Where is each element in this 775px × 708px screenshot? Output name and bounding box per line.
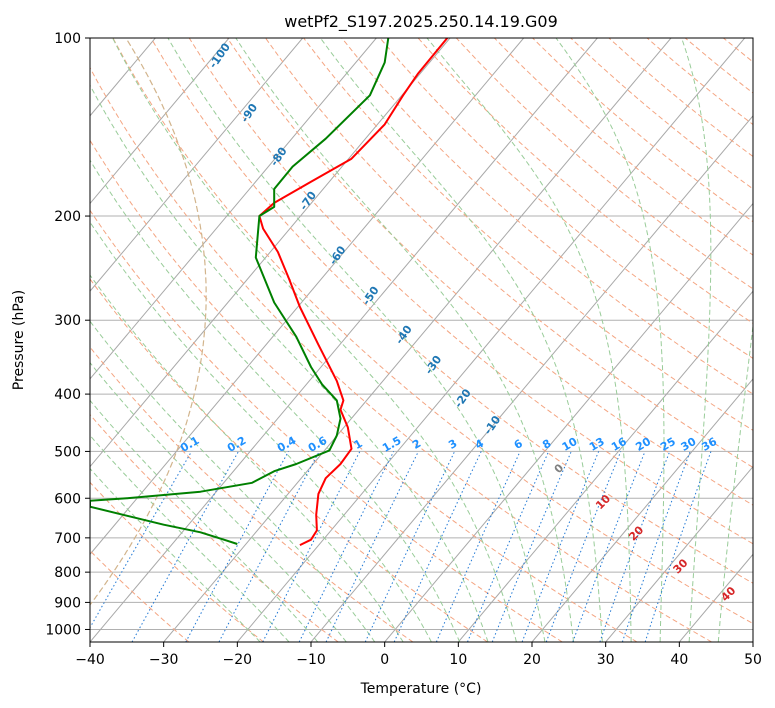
mixing-ratio-line xyxy=(644,451,712,642)
mixing-ratio-line xyxy=(491,451,572,642)
moist-adiabat-line xyxy=(90,274,404,642)
mixing-ratio-line xyxy=(621,451,691,642)
y-tick-label: 400 xyxy=(54,387,81,403)
chart-title: wetPf2_S197.2025.250.14.19.G09 xyxy=(284,12,558,32)
x-axis-label: Temperature (°C) xyxy=(360,681,482,697)
moist-adiabat-line xyxy=(319,38,603,642)
isotherm-line xyxy=(90,38,230,205)
moist-adiabat-line xyxy=(112,38,517,642)
mixing-ratio-line xyxy=(467,451,550,642)
y-tick-label: 100 xyxy=(54,31,81,47)
isotherm-line xyxy=(90,38,451,468)
moist-adiabat-line xyxy=(90,361,347,642)
x-tick-label: 50 xyxy=(744,652,762,668)
dry-adiabat-line xyxy=(90,278,488,642)
dry-adiabat-line xyxy=(188,38,753,545)
moist-adiabat-line xyxy=(681,38,712,642)
isotherm-line xyxy=(605,465,753,642)
dewpoint-profile xyxy=(90,38,390,545)
temperature-profile xyxy=(258,38,449,546)
mixing-ratio-line xyxy=(185,451,289,642)
moist-adiabat-line xyxy=(167,38,546,642)
moist-adiabat-line xyxy=(717,321,753,642)
isotherm-line xyxy=(90,38,525,556)
reference-curve xyxy=(90,38,207,606)
moist-adiabat-line xyxy=(90,320,376,642)
y-tick-label: 300 xyxy=(54,313,81,329)
x-tick-label: 0 xyxy=(380,652,389,668)
x-tick-label: −30 xyxy=(149,652,179,668)
x-tick-label: 30 xyxy=(597,652,615,668)
y-tick-label: 900 xyxy=(54,595,81,611)
y-axis-label: Pressure (hPa) xyxy=(11,290,27,390)
mixing-ratio-line xyxy=(521,451,600,642)
mixing-ratio-line xyxy=(131,451,239,642)
y-tick-label: 600 xyxy=(54,491,81,507)
y-tick-label: 800 xyxy=(54,565,81,581)
isotherm-line xyxy=(90,38,304,292)
x-tick-label: −10 xyxy=(296,652,326,668)
isotherm-line xyxy=(457,290,753,642)
moist-adiabat-line xyxy=(90,221,432,642)
dry-adiabat-line xyxy=(455,38,753,290)
mixing-ratio-line xyxy=(572,451,646,642)
dry-adiabat-line xyxy=(90,139,638,642)
plot-frame xyxy=(89,37,754,643)
moist-adiabat-line xyxy=(426,38,632,642)
y-tick-label: 700 xyxy=(54,531,81,547)
x-tick-label: 10 xyxy=(449,652,467,668)
dry-adiabat-line xyxy=(226,38,753,506)
isotherm-line xyxy=(236,38,746,642)
isotherm-line xyxy=(384,202,753,642)
dry-adiabat-line xyxy=(90,481,264,642)
mixing-ratio-line xyxy=(545,451,622,642)
mixing-ratio-line xyxy=(599,451,671,642)
moist-adiabat-line xyxy=(555,38,665,642)
mixing-ratio-line xyxy=(435,451,521,642)
dry-adiabat-line xyxy=(341,38,753,395)
mixing-ratio-line xyxy=(393,451,482,642)
moist-adiabat-line xyxy=(90,434,290,642)
dry-adiabat-line xyxy=(90,209,563,642)
x-tick-label: −40 xyxy=(75,652,105,668)
y-tick-label: 1000 xyxy=(45,622,81,638)
dry-adiabat-line xyxy=(150,38,753,584)
dry-adiabat-line xyxy=(90,413,339,642)
plot-area xyxy=(90,38,753,642)
isotherm-line xyxy=(163,38,672,642)
y-tick-label: 200 xyxy=(54,209,81,225)
moist-adiabat-line xyxy=(235,38,575,642)
moist-adiabat-line xyxy=(90,84,489,642)
mixing-ratio-line xyxy=(262,451,361,642)
y-axis: 100 200 300 400 500 600 700 800 900 1000 xyxy=(45,31,90,638)
moist-adiabat-line xyxy=(90,467,261,642)
moist-adiabat-line xyxy=(90,399,319,642)
x-axis: −40 −30 −20 −10 0 10 20 30 40 50 xyxy=(75,642,762,668)
x-tick-label: 20 xyxy=(523,652,541,668)
dry-adiabat-line xyxy=(90,66,712,642)
isotherm-line xyxy=(90,38,377,380)
x-tick-label: −20 xyxy=(223,652,253,668)
mixing-ratio-line xyxy=(298,451,395,642)
isotherm-line xyxy=(90,38,598,642)
x-tick-label: 40 xyxy=(670,652,688,668)
isotherm-line xyxy=(531,378,753,642)
y-tick-label: 500 xyxy=(54,444,81,460)
